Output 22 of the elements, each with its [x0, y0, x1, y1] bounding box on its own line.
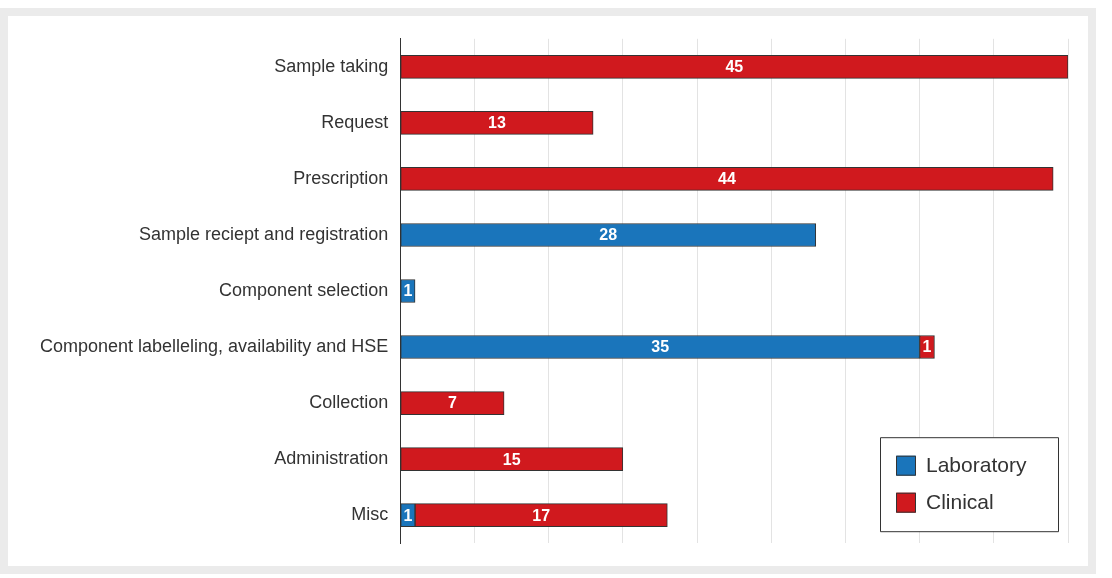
data-label: 45 [725, 58, 744, 76]
data-label: 7 [447, 394, 457, 412]
data-label: 1 [403, 506, 413, 524]
data-label: 28 [599, 226, 618, 244]
y-tick-label: Component selection [219, 279, 389, 300]
data-label: 35 [651, 338, 670, 356]
y-tick-label: Request [321, 111, 389, 132]
data-label: 44 [718, 170, 736, 188]
data-label: 13 [488, 114, 506, 132]
y-tick-label: Prescription [293, 167, 389, 188]
legend-label: Clinical [926, 490, 994, 514]
data-label: 15 [502, 450, 521, 468]
y-tick-label: Sample taking [274, 55, 389, 76]
data-label: 1 [922, 338, 932, 356]
data-label: 17 [532, 506, 551, 524]
y-tick-label: Collection [309, 392, 389, 413]
y-tick-label: Sample reciept and registration [139, 223, 389, 244]
legend-label: Laboratory [926, 453, 1027, 477]
y-tick-label: Component labelleling, availability and HSE [39, 336, 389, 357]
y-tick-label: Misc [351, 504, 389, 525]
data-label: 1 [403, 282, 413, 300]
y-tick-label: Administration [274, 448, 389, 469]
